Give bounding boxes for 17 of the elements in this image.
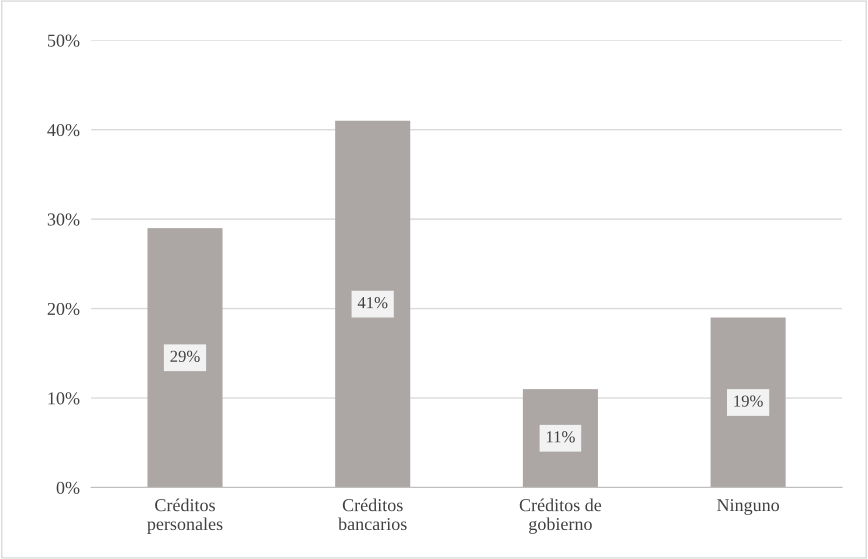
bar bbox=[147, 228, 223, 488]
y-tick-label: 20% bbox=[48, 302, 80, 316]
data-label: 41% bbox=[358, 297, 388, 308]
x-tick-label: Créditos personales bbox=[147, 498, 222, 534]
x-tick-label: Ninguno bbox=[717, 499, 780, 515]
y-tick-label: 10% bbox=[48, 392, 80, 405]
y-tick-label: 0% bbox=[56, 482, 80, 494]
x-tick-label: Créditos bancarios bbox=[338, 498, 407, 530]
bar bbox=[335, 120, 410, 488]
y-tick-label: 50% bbox=[48, 34, 80, 47]
bar bbox=[710, 318, 786, 488]
data-label: 19% bbox=[734, 395, 763, 407]
y-tick-label: 30% bbox=[48, 213, 80, 226]
data-label: 11% bbox=[546, 431, 575, 442]
data-label: 29% bbox=[170, 350, 200, 362]
y-tick-label: 40% bbox=[47, 124, 80, 136]
x-tick-label: Créditos de gobierno bbox=[520, 498, 602, 534]
